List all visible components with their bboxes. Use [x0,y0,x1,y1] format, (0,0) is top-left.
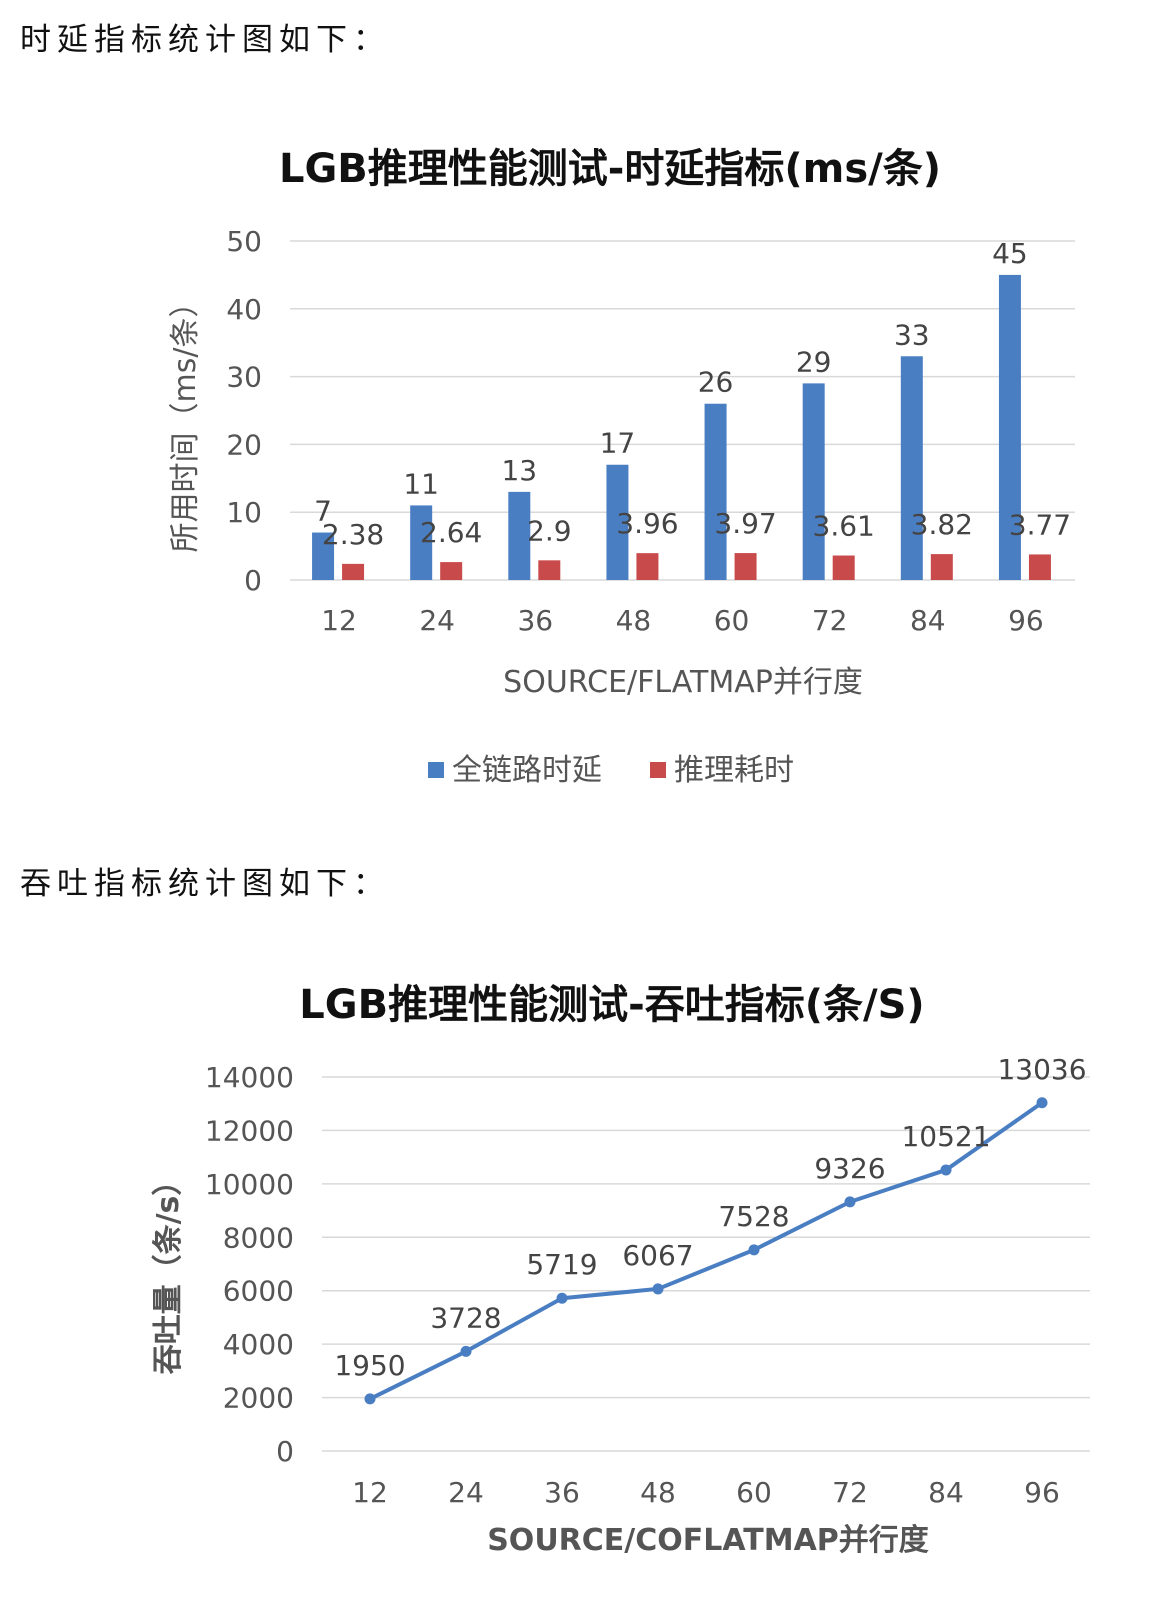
inference-time-bar [636,553,659,580]
latency-x-tick-label: 72 [812,604,848,637]
throughput-line-chart: LGB推理性能测试-吞吐指标(条/S) 0 2000 4000 6000 8000 100… [151,982,1090,1558]
inference-time-data-label: 3.82 [911,508,973,541]
full-link-latency-bar [900,356,923,580]
throughput-data-label: 1950 [334,1349,405,1382]
latency-x-axis-title: SOURCE/FLATMAP并行度 [503,665,863,700]
latency-x-tick-label: 60 [714,604,750,637]
throughput-y-tick-label: 6000 [223,1275,294,1308]
full-link-latency-data-label: 45 [992,237,1028,270]
latency-x-tick-label: 84 [910,604,946,637]
throughput-point [556,1292,568,1304]
throughput-data-label: 3728 [430,1301,501,1334]
full-link-latency-bar [410,505,433,580]
inference-time-bar [930,554,953,580]
full-link-latency-data-label: 29 [796,345,832,378]
full-link-latency-data-label: 33 [894,318,930,351]
throughput-point [364,1393,376,1405]
throughput-line [369,1101,1044,1401]
inference-time-bar [1028,554,1051,580]
inference-time-data-label: 2.38 [322,518,384,551]
throughput-point [748,1244,760,1256]
throughput-y-tick-label: 14000 [205,1061,294,1094]
inference-time-data-label: 3.97 [714,507,776,540]
full-link-latency-bar [508,491,531,580]
throughput-x-axis-title: SOURCE/COFLATMAP并行度 [487,1523,929,1558]
throughput-y-tick-label: 0 [276,1435,294,1468]
throughput-data-label: 6067 [622,1239,693,1272]
throughput-point [1036,1097,1048,1109]
throughput-point [460,1345,472,1357]
inference-time-data-label: 3.61 [813,510,875,543]
full-link-latency-bar [606,464,629,580]
latency-y-axis-title: 所用时间（ms/条） [168,288,203,553]
legend-label-full-link: 全链路时延 [452,753,602,788]
throughput-y-tick-label: 8000 [223,1221,294,1254]
throughput-data-label: 9326 [814,1152,885,1185]
inference-time-bar [440,562,463,580]
throughput-y-axis-title: 吞吐量（条/s） [151,1166,186,1375]
full-link-latency-data-label: 26 [698,366,734,399]
inference-time-data-label: 2.64 [420,516,482,549]
throughput-data-label: 13036 [997,1053,1086,1086]
latency-chart-title: LGB推理性能测试-时延指标(ms/条) [279,146,941,192]
full-link-latency-bar [312,532,335,580]
latency-y-tick-label: 50 [226,225,262,258]
latency-x-tick-label: 96 [1008,604,1044,637]
latency-x-tick-label: 36 [517,604,553,637]
throughput-y-tick-label: 10000 [205,1168,294,1201]
full-link-latency-bar [998,274,1021,580]
throughput-intro-text: 吞吐指标统计图如下： [20,866,390,902]
throughput-x-tick-label: 36 [544,1476,580,1509]
latency-y-tick-label: 30 [226,361,262,394]
full-link-latency-data-label: 7 [314,495,332,528]
full-link-latency-data-label: 17 [600,427,636,460]
latency-y-tick-label: 40 [226,293,262,326]
latency-x-tick-label: 48 [616,604,652,637]
legend-label-inference: 推理耗时 [674,753,794,788]
inference-time-bar [538,560,561,580]
full-link-latency-bar [704,403,727,580]
legend-swatch-inference [650,762,666,778]
throughput-y-tick-label: 4000 [223,1328,294,1361]
latency-x-tick-label: 12 [321,604,357,637]
inference-time-bar [734,553,757,580]
throughput-y-tick-label: 2000 [223,1382,294,1415]
throughput-x-tick-label: 60 [736,1476,772,1509]
legend-swatch-full-link [428,762,444,778]
latency-y-tick-label: 10 [226,496,262,529]
latency-bar-chart: LGB推理性能测试-时延指标(ms/条) 0 10 20 30 40 50 72.38 11… [168,146,1075,788]
full-link-latency-bar [802,383,825,580]
inference-time-data-label: 3.96 [616,507,678,540]
throughput-x-tick-label: 12 [352,1476,388,1509]
latency-intro-text: 时延指标统计图如下： [20,22,390,58]
throughput-x-tick-label: 96 [1024,1476,1060,1509]
latency-y-tick-label: 0 [244,564,262,597]
throughput-data-label: 5719 [526,1248,597,1281]
latency-legend: 全链路时延 推理耗时 [428,753,794,788]
full-link-latency-data-label: 13 [501,454,537,487]
throughput-x-tick-label: 72 [832,1476,868,1509]
full-link-latency-data-label: 11 [403,467,439,500]
throughput-x-tick-label: 48 [640,1476,676,1509]
inference-time-data-label: 3.77 [1009,508,1071,541]
latency-x-tick-label: 24 [419,604,455,637]
inference-time-bar [832,555,855,580]
throughput-point [844,1196,856,1208]
latency-y-tick-label: 20 [226,428,262,461]
throughput-chart-title: LGB推理性能测试-吞吐指标(条/S) [299,982,924,1028]
inference-time-data-label: 2.9 [527,514,572,547]
throughput-point [940,1164,952,1176]
throughput-data-label: 7528 [718,1200,789,1233]
inference-time-bar [342,563,365,580]
throughput-x-tick-label: 84 [928,1476,964,1509]
throughput-point [652,1283,664,1295]
throughput-x-tick-label: 24 [448,1476,484,1509]
throughput-y-tick-label: 12000 [205,1114,294,1147]
throughput-data-label: 10521 [901,1120,990,1153]
